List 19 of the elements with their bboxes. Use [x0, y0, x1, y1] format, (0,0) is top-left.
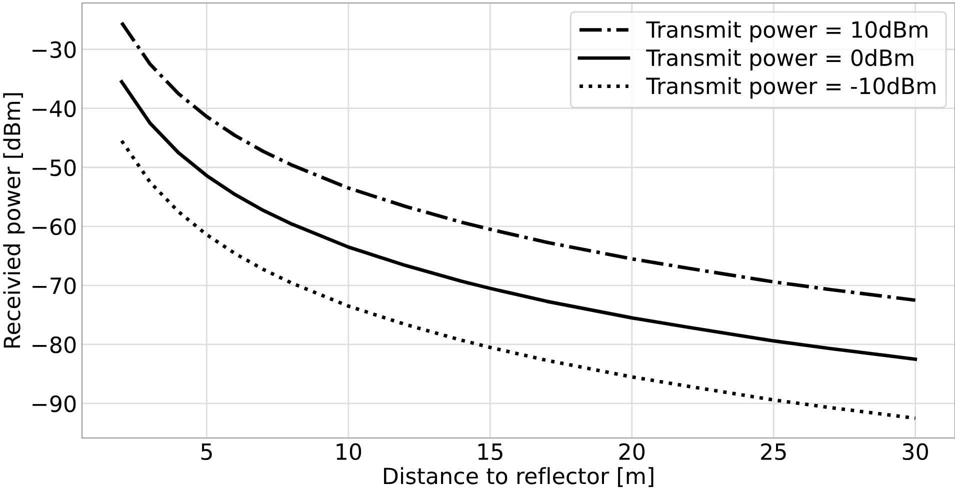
y-tick-label: −30 [32, 41, 76, 58]
line-series [120, 139, 918, 420]
x-tick-label: 25 [761, 443, 786, 460]
x-tick-label: 30 [902, 443, 928, 460]
y-tick-label: −70 [32, 277, 76, 294]
y-tick-label: −90 [32, 395, 76, 412]
x-tick-label: 10 [336, 443, 362, 460]
legend-label: Transmit power = 0dBm [646, 48, 914, 70]
x-tick-label: 15 [478, 444, 502, 460]
y-tick-label: −80 [32, 336, 76, 354]
y-tick-label: −60 [32, 218, 76, 236]
x-tick-label: 5 [201, 444, 212, 460]
x-axis-title: Distance to reflector [m] [384, 467, 654, 487]
legend-label: Transmit power = -10dBm [646, 77, 936, 99]
legend-label: Transmit power = 10dBm [646, 20, 928, 42]
y-tick-label: −50 [32, 159, 76, 176]
y-tick-label: −40 [32, 100, 76, 118]
y-axis-title: Receivied power [dBm] [3, 93, 25, 348]
x-tick-label: 20 [619, 443, 645, 460]
